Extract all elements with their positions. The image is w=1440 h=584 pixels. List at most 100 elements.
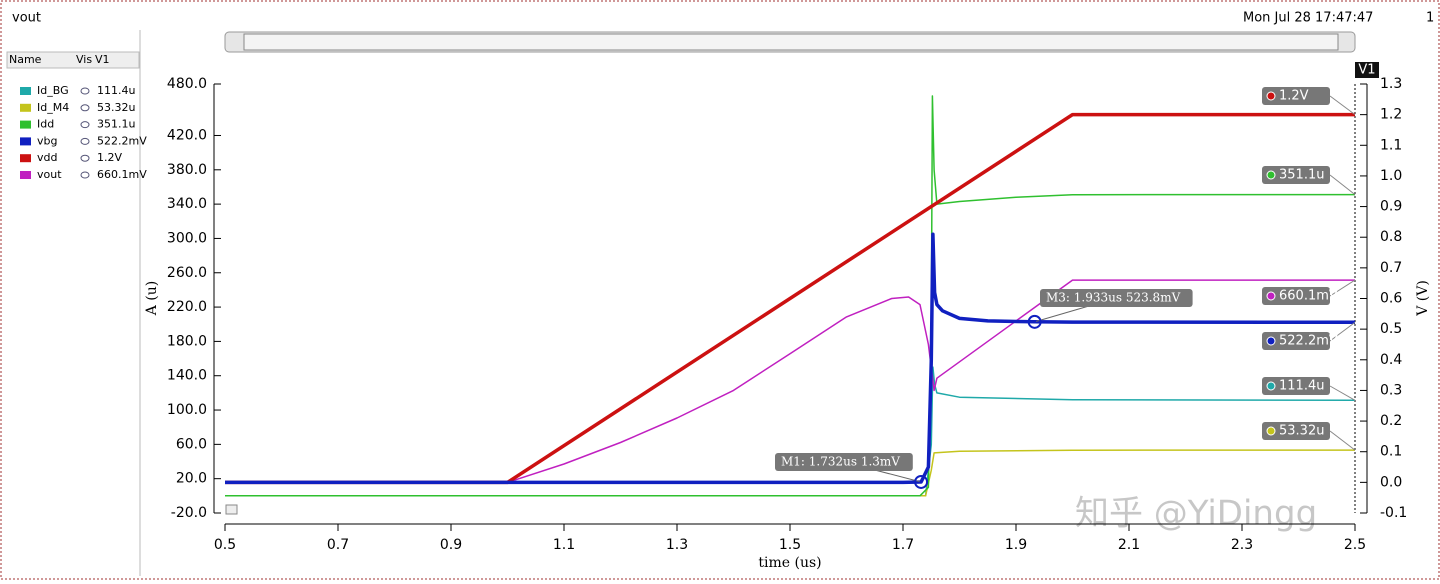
x-axis-title: time (us): [758, 555, 821, 571]
x-tick-label: 1.3: [666, 537, 688, 553]
end-tag-label: 1.2V: [1279, 89, 1309, 104]
end-tag-label: 351.1u: [1279, 168, 1324, 183]
legend-visibility: [80, 87, 90, 95]
legend-entry[interactable]: Id_BG 111.4u: [20, 84, 135, 97]
legend-name: vdd: [37, 151, 57, 164]
y2-tick-label: 0.1: [1380, 444, 1402, 460]
timestamp: Mon Jul 28 17:47:47: [1243, 11, 1373, 26]
end-tag-leader: [1329, 321, 1356, 342]
series-line: [225, 449, 1356, 497]
overview-thumb[interactable]: [243, 33, 1339, 51]
legend-value: 522.2mV: [97, 134, 147, 147]
y-tick-label: 340.0: [167, 196, 207, 212]
end-tag: [1262, 87, 1330, 105]
legend-value: 351.1u: [97, 118, 135, 131]
y2-tick-label: 0.0: [1380, 474, 1402, 490]
end-tag-dot: [1266, 170, 1276, 180]
legend-entry[interactable]: vdd 1.2V: [20, 151, 122, 164]
x-tick-label: 0.5: [214, 537, 236, 553]
series-line: [225, 95, 1356, 497]
y-tick-label: 140.0: [167, 368, 207, 384]
legend-name: vbg: [37, 134, 57, 147]
end-tag: [1262, 422, 1330, 440]
y2-tick-label: 0.2: [1380, 413, 1402, 429]
y-tick-label: 20.0: [176, 471, 207, 487]
legend-entry[interactable]: Idd 351.1u: [20, 118, 135, 131]
y-tick-label: 60.0: [176, 436, 207, 452]
legend-entry[interactable]: Id_M4 53.32u: [20, 101, 135, 114]
x-tick-label: 2.1: [1118, 537, 1140, 553]
legend-name: Id_M4: [37, 101, 69, 114]
y-tick-label: 260.0: [167, 265, 207, 281]
y2-tick-label: 0.3: [1380, 382, 1402, 398]
legend-swatch: [20, 87, 31, 95]
legend-header-value: V1: [95, 53, 110, 66]
y2-tick-label: 0.5: [1380, 321, 1402, 337]
series-line: [225, 279, 1355, 484]
marker-label: M3: 1.933us 523.8mV: [1046, 291, 1181, 305]
y-tick-label: 480.0: [167, 76, 207, 92]
end-tag-label: 111.4u: [1279, 379, 1324, 394]
end-tag-dot: [1266, 291, 1276, 301]
x-tick-label: 1.1: [553, 537, 575, 553]
end-tag-leader: [1329, 385, 1356, 401]
legend-name: Idd: [37, 118, 54, 131]
legend-value: 1.2V: [97, 151, 122, 164]
legend-visibility: [80, 171, 90, 179]
end-tag-leader: [1329, 279, 1356, 297]
y2-tick-label: 1.2: [1380, 107, 1402, 123]
marker-center: [1033, 320, 1037, 324]
legend-name: Id_BG: [37, 84, 69, 97]
y2-tick-label: -0.1: [1380, 505, 1407, 521]
marker-label-box: [775, 453, 913, 471]
y2-tick-label: 0.9: [1380, 199, 1402, 215]
y-tick-label: 380.0: [167, 162, 207, 178]
plot-nav-icon: [225, 504, 238, 515]
legend-header-name: Name: [9, 53, 42, 66]
legend-entry[interactable]: vbg 522.2mV: [20, 134, 147, 147]
y-tick-label: 220.0: [167, 299, 207, 315]
y2-axis-title: V (V): [1415, 280, 1431, 317]
legend-visibility: [80, 104, 90, 112]
series-line: [225, 366, 1356, 497]
end-tag: [1262, 332, 1330, 350]
y2-tick-label: 0.6: [1380, 291, 1402, 307]
x-tick-label: 2.3: [1231, 537, 1253, 553]
legend-entry[interactable]: vout 660.1mV: [20, 168, 147, 181]
legend-visibility: [80, 121, 90, 129]
marker-label: M1: 1.732us 1.3mV: [781, 455, 900, 469]
end-tag-dot: [1266, 336, 1276, 346]
watermark: 知乎 @YiDingg: [1075, 494, 1317, 534]
marker: [1027, 314, 1042, 329]
page-number: 1: [1426, 11, 1434, 26]
end-tag-leader: [1329, 95, 1356, 116]
y2-tick-label: 0.7: [1380, 260, 1402, 276]
y2-name: V1: [1358, 63, 1375, 78]
y2-tick-label: 1.1: [1380, 137, 1402, 153]
legend-value: 53.32u: [97, 101, 135, 114]
end-tag: [1262, 287, 1330, 305]
legend-name: vout: [37, 168, 62, 181]
end-tag-dot: [1266, 381, 1276, 391]
legend-value: 660.1mV: [97, 168, 147, 181]
legend-swatch: [20, 171, 31, 179]
end-tag-label: 660.1mV: [1279, 289, 1338, 304]
legend-header-vis: Vis: [76, 53, 92, 66]
y-tick-label: 180.0: [167, 333, 207, 349]
y2-tick-label: 1.0: [1380, 168, 1402, 184]
y-tick-label: 420.0: [167, 127, 207, 143]
end-tag-leader: [1329, 174, 1356, 195]
legend-swatch: [20, 137, 31, 146]
end-tag-label: 522.2mV: [1279, 334, 1338, 349]
y-tick-label: 100.0: [167, 402, 207, 418]
legend-visibility: [80, 154, 90, 162]
legend-swatch: [20, 103, 31, 112]
y-tick-label: -20.0: [171, 505, 207, 521]
end-tag-dot: [1266, 426, 1276, 436]
x-tick-label: 0.9: [440, 537, 462, 553]
x-tick-label: 2.5: [1344, 537, 1366, 553]
x-tick-label: 0.7: [327, 537, 349, 553]
end-tag: [1262, 166, 1330, 184]
